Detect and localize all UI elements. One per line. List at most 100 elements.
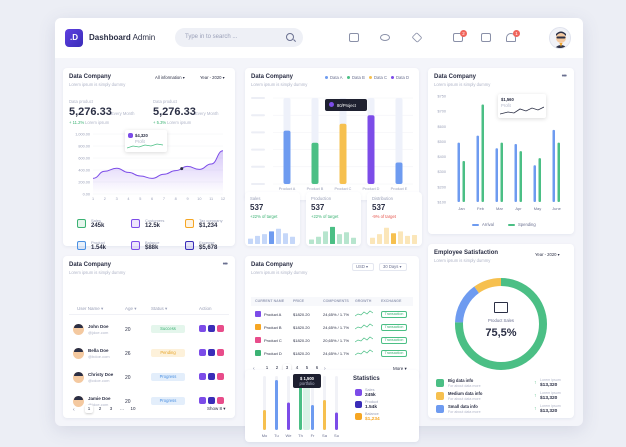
- tooltip-text: 80/Project: [337, 102, 356, 108]
- layers-icon[interactable]: [411, 32, 423, 43]
- page-button[interactable]: 3: [109, 406, 113, 411]
- edit-icon[interactable]: [208, 349, 215, 356]
- table-row[interactable]: Product C $1820.20 20,65% / 1.7% Transactio…: [245, 335, 419, 347]
- prev-page-icon[interactable]: ‹: [253, 366, 255, 372]
- stat-change-label: Lorem ipsum: [167, 120, 192, 125]
- search-input[interactable]: Type in to search ...: [175, 28, 303, 47]
- show-count-dropdown[interactable]: Show 8 ▾: [207, 406, 226, 411]
- kpi-icon: [131, 219, 140, 228]
- kpi-item[interactable]: Customers 12.5k: [131, 218, 181, 236]
- view-icon[interactable]: [199, 349, 206, 356]
- transaction-button[interactable]: Transaction: [381, 310, 407, 318]
- satisfaction-item[interactable]: Small data info For about data more Lorem …: [428, 403, 574, 415]
- stat-label: Data product: [153, 99, 177, 104]
- table-row[interactable]: Christy Doe @cdoe.com 20 Progress: [63, 368, 235, 390]
- app-logo[interactable]: .D: [65, 29, 83, 47]
- edit-icon[interactable]: [208, 397, 215, 404]
- bar: [323, 400, 326, 430]
- table-row[interactable]: Bella Doe @bdoe.com 26 Pending: [63, 344, 235, 366]
- page-button[interactable]: 2: [275, 365, 279, 370]
- kpi-item[interactable]: Product 1.54k: [77, 240, 127, 258]
- x-tick-label: Apr: [515, 206, 522, 211]
- growth-sparkline: [355, 310, 373, 317]
- filter-dropdown[interactable]: All information ▾: [155, 75, 185, 80]
- edit-icon[interactable]: [208, 373, 215, 380]
- satisfaction-item[interactable]: Medium data info For about data more Lorem…: [428, 390, 574, 402]
- mail-icon[interactable]: 2: [453, 30, 467, 42]
- page-button[interactable]: 4: [295, 365, 299, 370]
- table-row[interactable]: Product A $1820.20 24,65% / 1.7% Transactio…: [245, 309, 419, 321]
- kpi-icon: [185, 219, 194, 228]
- kpi-item[interactable]: Sales 245k: [77, 218, 127, 236]
- donut-label: Product Sales: [487, 318, 515, 323]
- kpi-item[interactable]: Balance $88k: [131, 240, 181, 258]
- page-button[interactable]: 1: [265, 365, 269, 370]
- tooltip-icon: [128, 133, 133, 138]
- database-icon[interactable]: [380, 34, 390, 41]
- page-button[interactable]: 5: [305, 365, 309, 370]
- delete-icon[interactable]: [217, 397, 224, 404]
- x-tick-label: 3: [116, 197, 118, 201]
- delete-icon[interactable]: [217, 325, 224, 332]
- table-row[interactable]: John Doe @jdoe.com 20 Success: [63, 320, 235, 342]
- view-icon[interactable]: [199, 397, 206, 404]
- page-button[interactable]: 10: [130, 406, 136, 411]
- search-icon[interactable]: [286, 33, 294, 41]
- page-button[interactable]: 1: [85, 405, 93, 413]
- table-row[interactable]: Product B $1820.20 24,65% / 1.7% Transactio…: [245, 322, 419, 334]
- view-icon[interactable]: [199, 325, 206, 332]
- page-button[interactable]: 2: [98, 406, 102, 411]
- product-name: Product C: [264, 338, 282, 343]
- page-button[interactable]: ...: [120, 406, 124, 411]
- page-button[interactable]: 6: [315, 365, 319, 370]
- x-tick-label: Mo: [262, 433, 268, 438]
- avatar[interactable]: [549, 27, 571, 49]
- statistics-label: Sales: [365, 388, 375, 392]
- statistics-item[interactable]: Product 1.54k: [355, 400, 415, 411]
- transaction-button[interactable]: Transaction: [381, 336, 407, 344]
- page-button[interactable]: 3: [283, 364, 291, 372]
- mini-bar: [283, 233, 288, 244]
- card-subtitle: Lorem ipsum is simply dummy: [434, 82, 491, 87]
- x-tick-label: Product D: [363, 187, 380, 191]
- column-header: Age ▾: [125, 306, 137, 311]
- bar: [287, 402, 290, 430]
- edit-icon[interactable]: [208, 325, 215, 332]
- year-dropdown[interactable]: Year - 2020 ▾: [535, 252, 560, 257]
- bar: [311, 142, 319, 184]
- prev-page-icon[interactable]: ‹: [73, 407, 75, 413]
- table-row[interactable]: Jamie Doe @jdoe.com 20 Progress: [63, 392, 235, 414]
- more-icon[interactable]: •••: [561, 73, 567, 80]
- kpi-item[interactable]: Tax company $1,234: [185, 218, 235, 236]
- avatar-hair: [74, 324, 83, 328]
- bell-icon[interactable]: 1: [506, 30, 520, 42]
- delete-icon[interactable]: [217, 349, 224, 356]
- mini-value: 537: [372, 203, 386, 212]
- delete-icon[interactable]: [217, 373, 224, 380]
- transaction-button[interactable]: Transaction: [381, 349, 407, 357]
- user-card-icon[interactable]: [481, 33, 491, 42]
- statistics-item[interactable]: Balance $1,234: [355, 412, 415, 423]
- table-row[interactable]: Product D $1820.20 24,65% / 1.7% Transactio…: [245, 348, 419, 360]
- view-icon[interactable]: [199, 373, 206, 380]
- column-header: Status ▾: [151, 306, 168, 311]
- tooltip-value: $1,560: [501, 97, 514, 102]
- more-dropdown[interactable]: More ▾: [393, 366, 407, 371]
- period-dropdown[interactable]: 30 Days ▾: [379, 263, 407, 271]
- bar: [462, 161, 465, 202]
- header-band: [251, 297, 413, 306]
- more-icon[interactable]: •••: [222, 261, 228, 268]
- currency-dropdown[interactable]: USD ▾: [352, 263, 374, 271]
- satisfaction-item[interactable]: Big data info For about data more Lorem ip…: [428, 377, 574, 389]
- card-arrival-spending: Data Company Lorem ipsum is simply dummy…: [428, 68, 574, 234]
- transaction-button[interactable]: Transaction: [381, 323, 407, 331]
- stat-change: + 5.3%: [153, 120, 167, 125]
- year-dropdown[interactable]: Year - 2020 ▾: [200, 75, 225, 80]
- statistics-item[interactable]: Sales 245k: [355, 388, 415, 399]
- x-tick-label: 2: [104, 197, 106, 201]
- window-icon[interactable]: [349, 33, 359, 42]
- column-header: Action: [199, 306, 212, 311]
- next-page-icon[interactable]: ›: [324, 366, 326, 372]
- kpi-item[interactable]: Expense $5,678: [185, 240, 235, 258]
